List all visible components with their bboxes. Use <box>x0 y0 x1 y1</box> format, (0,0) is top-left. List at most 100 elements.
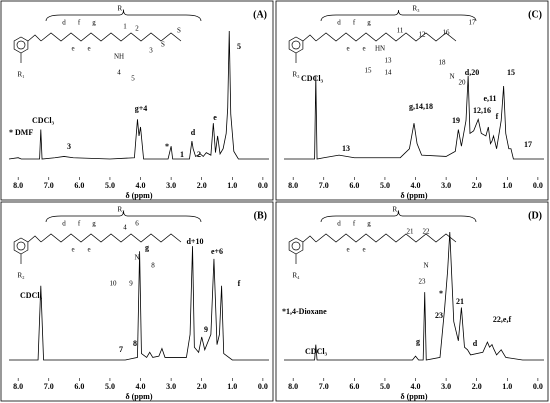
structure-label: e <box>362 246 365 254</box>
benzene-ring <box>288 36 304 54</box>
structure-label: d <box>337 220 341 228</box>
x-axis-label: δ (ppm) <box>125 191 152 200</box>
panel-border <box>275 0 549 201</box>
x-tick-label: 7.0 <box>319 181 329 190</box>
backbone <box>315 233 457 243</box>
structure-label: 6 <box>135 220 139 228</box>
x-tick-label: 8.0 <box>13 382 23 391</box>
peak-annotation: 21 <box>456 297 464 306</box>
peak-annotation: CDCl₃ <box>20 291 43 300</box>
peak-annotation: e+6 <box>211 247 223 256</box>
structure-label: g <box>92 19 96 27</box>
brace <box>45 9 202 22</box>
structure-label: 14 <box>385 69 393 77</box>
linker <box>20 235 42 264</box>
peak-annotation: d,20 <box>465 68 479 77</box>
structure-label: e <box>346 246 349 254</box>
backbone <box>315 32 457 42</box>
x-tick-label: 5.0 <box>105 382 115 391</box>
structure-label: N <box>449 73 454 81</box>
peak-annotation: CDCl₃ <box>301 74 324 83</box>
benzene-inner <box>16 241 26 251</box>
x-tick-label: 6.0 <box>349 382 359 391</box>
x-tick-label: 3.0 <box>166 181 176 190</box>
peak-annotation: g+4 <box>135 104 148 113</box>
x-tick-label: 1.0 <box>227 181 237 190</box>
x-tick-label: 6.0 <box>74 181 84 190</box>
x-tick-label: 4.0 <box>411 382 421 391</box>
x-tick-label: 2.0 <box>472 382 482 391</box>
brace <box>320 9 477 22</box>
peak-annotation: 8 <box>133 339 137 348</box>
spectrum-line <box>284 75 544 160</box>
structure-label: 4 <box>123 224 127 232</box>
structure-label: N <box>423 262 428 270</box>
peak-annotation: 17 <box>524 140 532 149</box>
structure-label: R₂ <box>117 206 125 214</box>
peak-annotation: 3 <box>67 142 71 151</box>
x-axis-label: δ (ppm) <box>125 392 152 401</box>
x-tick-label: 1.0 <box>227 382 237 391</box>
linker <box>20 34 42 63</box>
structure-label: 18 <box>439 59 447 67</box>
panel: (D) R₄ R₄ d f g e e 21 22 N 23 8.0 7.0 6.0 5.0 4.0 3.0 2.0… <box>275 201 549 402</box>
spectrum-line <box>9 246 269 361</box>
structure-label: d <box>62 220 66 228</box>
brace <box>320 210 477 223</box>
x-tick-label: 0.0 <box>533 181 543 190</box>
structure-label: d <box>62 19 66 27</box>
peak-annotation: 19 <box>452 116 460 125</box>
structure-label: d <box>337 19 341 27</box>
structure-label: R₁ <box>17 71 24 79</box>
x-tick-label: 1.0 <box>502 181 512 190</box>
peak-annotation: * DMF <box>9 128 33 137</box>
peak-annotation: *1,4-Dioxane <box>282 307 327 316</box>
structure-label: 3 <box>149 47 153 55</box>
x-tick-label: 6.0 <box>349 181 359 190</box>
structure-label: f <box>78 220 81 228</box>
structure-label: 11 <box>397 27 404 35</box>
peak-annotation: d <box>473 339 478 348</box>
structure-label: 9 <box>129 280 133 288</box>
peak-annotation: f <box>496 112 499 121</box>
structure-label: S <box>161 41 165 49</box>
structure-label: e <box>71 246 74 254</box>
x-tick-label: 2.0 <box>472 181 482 190</box>
structure-label: 16 <box>443 29 451 37</box>
x-axis-label: δ (ppm) <box>400 392 427 401</box>
x-tick-label: 4.0 <box>136 181 146 190</box>
spectrum-line <box>8 30 269 160</box>
peak-annotation: 1 <box>180 150 184 159</box>
structure-label: 17 <box>469 19 477 27</box>
structure-label: 2 <box>135 25 139 33</box>
structure-label: R₃ <box>412 5 420 13</box>
structure-label: 13 <box>385 57 393 65</box>
panel: (B) R₂ R₂ d f g e e 4 6 N 8 9 10 8.0 7.0 6.0 5.0 4.0 3.0 2.0… <box>0 201 274 402</box>
peak-annotation: g <box>145 243 149 252</box>
peak-annotation: e,11 <box>483 94 496 103</box>
peak-annotation: e <box>213 113 217 122</box>
structure-label: 4 <box>117 69 121 77</box>
x-tick-label: 5.0 <box>380 382 390 391</box>
linker <box>295 235 317 264</box>
x-tick-label: 4.0 <box>136 382 146 391</box>
x-tick-label: 7.0 <box>319 382 329 391</box>
structure-label: 15 <box>365 67 373 75</box>
structure-label: 5 <box>131 75 135 83</box>
peak-annotation: 12,16 <box>473 106 491 115</box>
structure-label: HN <box>375 45 385 53</box>
peak-annotation: f <box>238 279 241 288</box>
structure-label: 8 <box>151 262 155 270</box>
peak-annotation: * <box>165 142 169 151</box>
x-tick-label: 5.0 <box>105 181 115 190</box>
benzene-inner <box>291 40 301 50</box>
panel-border <box>275 201 549 402</box>
structure-label: R₁ <box>117 5 124 13</box>
x-tick-label: 1.0 <box>502 382 512 391</box>
x-tick-label: 8.0 <box>288 181 298 190</box>
structure-label: e <box>71 45 74 53</box>
benzene-ring <box>13 36 29 54</box>
